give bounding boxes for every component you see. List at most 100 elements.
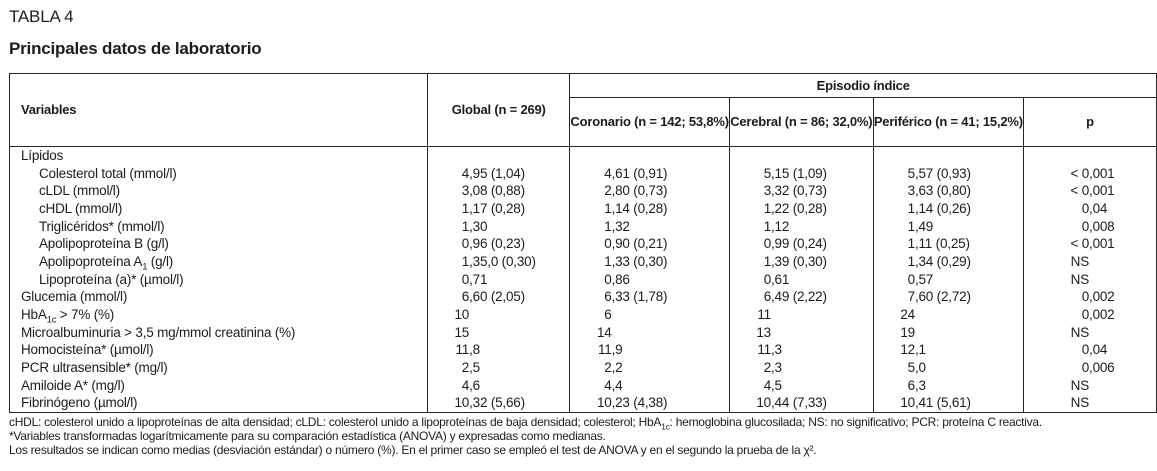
cell-p-value: 0,002 (1022, 305, 1157, 324)
col-header-global: Global (n = 269) (426, 73, 570, 147)
col-header-variables: Variables (9, 73, 428, 147)
cell-coronario: 1,14 (0,28) (569, 199, 730, 218)
col-header-coronario: Coronario (n = 142; 53,8%) (569, 97, 730, 147)
row-label: Colesterol total (mmol/l) (9, 164, 428, 183)
cell-coronario: 1,33 (0,30) (569, 252, 730, 271)
cell-cerebral: 0,61 (728, 270, 874, 289)
cell-p-value: 0,04 (1022, 341, 1157, 359)
row-label: Lipoproteína (a)* (µmol/l) (9, 270, 428, 289)
cell-global: 0,96 (0,23) (426, 235, 570, 253)
row-label: Apolipoproteína A1 (g/l) (9, 252, 428, 272)
cell-coronario: 2,80 (0,73) (569, 182, 730, 200)
cell-cerebral: 11,3 (728, 341, 874, 359)
cell-p-value: NS (1022, 252, 1157, 271)
cell-p-value: 0,002 (1022, 288, 1157, 306)
cell-coronario: 6 (569, 305, 730, 324)
cell-periferico: 7,60 (2,72) (872, 288, 1024, 306)
cell-global: 10,32 (5,66) (426, 394, 570, 413)
cell-coronario: 2,2 (569, 358, 730, 377)
row-label: cLDL (mmol/l) (9, 182, 428, 200)
cell-p-value: NS (1022, 270, 1157, 289)
table-row: Apolipoproteína A1 (g/l) 1,35,0 (0,30) 1… (9, 252, 1157, 272)
cell-periferico: 3,63 (0,80) (872, 182, 1024, 200)
cell-global: 2,5 (426, 358, 570, 377)
cell-periferico: 24 (872, 305, 1024, 324)
table-row: Amiloide A* (mg/l) 4,6 4,4 4,5 6,3 NS (9, 376, 1157, 395)
cell-cerebral: 10,44 (7,33) (728, 394, 874, 413)
cell-global: 1,17 (0,28) (426, 199, 570, 218)
cell-periferico: 19 (872, 323, 1024, 342)
cell-global: 10 (426, 305, 570, 324)
cell-coronario: 0,90 (0,21) (569, 235, 730, 253)
cell-global: 4,6 (426, 376, 570, 395)
row-label: Triglicéridos* (mmol/l) (9, 217, 428, 236)
footnote-log-transform: *Variables transformadas logarítmicament… (9, 429, 606, 444)
cell-p-value: NS (1022, 323, 1157, 342)
cell-cerebral: 1,12 (728, 217, 874, 236)
table-row: Lípidos (9, 146, 1157, 165)
cell-periferico: 1,11 (0,25) (872, 235, 1024, 253)
table-row: Lipoproteína (a)* (µmol/l) 0,71 0,86 0,6… (9, 270, 1157, 289)
row-label: cHDL (mmol/l) (9, 199, 428, 218)
cell-coronario: 14 (569, 323, 730, 342)
table-row: Apolipoproteína B (g/l) 0,96 (0,23) 0,90… (9, 235, 1157, 253)
cell-periferico: 1,49 (872, 217, 1024, 236)
cell-periferico: 12,1 (872, 341, 1024, 359)
cell-periferico: 6,3 (872, 376, 1024, 395)
table-row: Fibrinógeno (µmol/l) 10,32 (5,66) 10,23 … (9, 394, 1157, 413)
cell-cerebral: 13 (728, 323, 874, 342)
cell-cerebral: 11 (728, 305, 874, 324)
col-header-p: p (1022, 97, 1157, 147)
table-row: PCR ultrasensible* (mg/l) 2,5 2,2 2,3 5,… (9, 358, 1157, 377)
footnote-abbreviations: cHDL: colesterol unido a lipoproteínas d… (9, 415, 1042, 432)
cell-coronario: 1,32 (569, 217, 730, 236)
row-label: Fibrinógeno (µmol/l) (9, 394, 428, 413)
page-title: Principales datos de laboratorio (9, 39, 262, 58)
cell-p-value: < 0,001 (1022, 164, 1157, 183)
cell-cerebral: 4,5 (728, 376, 874, 395)
col-header-episodio-indice: Episodio índice (569, 73, 1157, 98)
cell-p-value (1022, 146, 1157, 165)
row-label: Apolipoproteína B (g/l) (9, 235, 428, 253)
cell-global: 3,08 (0,88) (426, 182, 570, 200)
cell-cerebral (728, 146, 874, 165)
cell-cerebral: 5,15 (1,09) (728, 164, 874, 183)
cell-periferico (872, 146, 1024, 165)
cell-p-value: < 0,001 (1022, 235, 1157, 253)
table-body: Lípidos Colesterol total (mmol/l) 4,95 (… (9, 146, 1157, 413)
cell-cerebral: 6,49 (2,22) (728, 288, 874, 306)
cell-periferico: 0,57 (872, 270, 1024, 289)
cell-p-value: < 0,001 (1022, 182, 1157, 200)
row-label: Homocisteína* (µmol/l) (9, 341, 428, 359)
cell-p-value: 0,008 (1022, 217, 1157, 236)
row-label: HbA1c > 7% (%) (9, 305, 428, 325)
table-row: cHDL (mmol/l) 1,17 (0,28) 1,14 (0,28) 1,… (9, 199, 1157, 218)
cell-p-value: NS (1022, 376, 1157, 395)
cell-global: 6,60 (2,05) (426, 288, 570, 306)
cell-global: 4,95 (1,04) (426, 164, 570, 183)
cell-cerebral: 1,22 (0,28) (728, 199, 874, 218)
table-row: HbA1c > 7% (%) 10 6 11 24 0,002 (9, 305, 1157, 325)
cell-p-value: NS (1022, 394, 1157, 413)
table-header: Variables Global (n = 269) Episodio índi… (9, 73, 1157, 147)
cell-coronario: 0,86 (569, 270, 730, 289)
lab-results-table: Variables Global (n = 269) Episodio índi… (9, 73, 1157, 413)
cell-p-value: 0,006 (1022, 358, 1157, 377)
footnote-statistics: Los resultados se indican como medias (d… (9, 443, 817, 458)
cell-periferico: 5,0 (872, 358, 1024, 377)
cell-periferico: 5,57 (0,93) (872, 164, 1024, 183)
cell-cerebral: 2,3 (728, 358, 874, 377)
row-label: Microalbuminuria > 3,5 mg/mmol creatinin… (9, 323, 428, 342)
table-row: cLDL (mmol/l) 3,08 (0,88) 2,80 (0,73) 3,… (9, 182, 1157, 200)
row-label: Lípidos (9, 146, 428, 165)
cell-cerebral: 1,39 (0,30) (728, 252, 874, 271)
table-row: Homocisteína* (µmol/l) 11,8 11,9 11,3 12… (9, 341, 1157, 359)
cell-coronario: 6,33 (1,78) (569, 288, 730, 306)
cell-global: 11,8 (426, 341, 570, 359)
cell-global: 1,30 (426, 217, 570, 236)
table-row: Triglicéridos* (mmol/l) 1,30 1,32 1,12 1… (9, 217, 1157, 236)
cell-global: 0,71 (426, 270, 570, 289)
cell-coronario: 4,4 (569, 376, 730, 395)
col-header-cerebral: Cerebral (n = 86; 32,0%) (728, 97, 874, 147)
row-label: PCR ultrasensible* (mg/l) (9, 358, 428, 377)
